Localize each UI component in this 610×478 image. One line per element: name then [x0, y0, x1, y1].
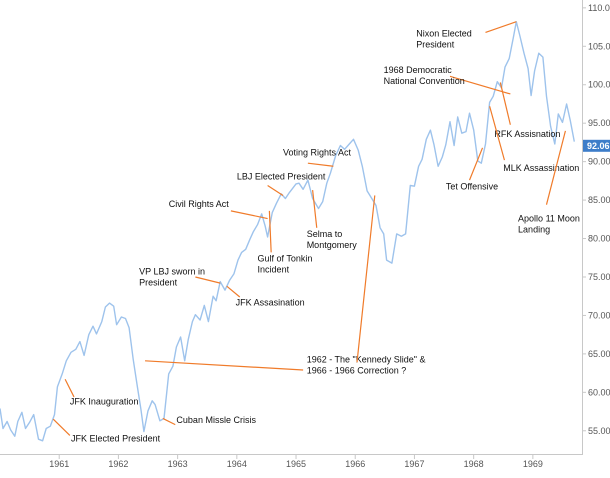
annotation-label-line2: National Convention: [384, 76, 465, 86]
annotation-label: Nixon Elected: [416, 28, 472, 38]
annotation-label: Cuban Missle Crisis: [176, 415, 256, 425]
annotation-label: Gulf of Tonkin: [258, 254, 313, 264]
annotation-label: 1968 Democratic: [384, 65, 453, 75]
annotation-label-line2: President: [139, 278, 178, 288]
annotation-leader-line: [449, 75, 511, 95]
annotation-label: RFK Assisnation: [494, 129, 560, 139]
annotation-leader-line: [468, 147, 484, 181]
annotation-leader-line: [545, 130, 567, 205]
x-tick-label: 1963: [168, 459, 188, 469]
annotation-leader-line: [356, 195, 376, 363]
annotation-leader-line: [485, 21, 517, 34]
annotation-leader-line: [52, 418, 71, 436]
last-value-badge: [583, 139, 610, 152]
annotation-label: Voting Rights Act: [283, 147, 352, 157]
x-axis-ticks: 1961 1962 1963 1964 1965 1966 1967 1968 1969: [49, 454, 543, 469]
annotation-leader-line: [267, 184, 284, 196]
annotation-leader-line: [195, 276, 221, 284]
x-tick-label: 1962: [108, 459, 128, 469]
y-tick-label: 70.00: [588, 310, 610, 320]
annotation-label: JFK Elected President: [71, 434, 161, 444]
x-tick-label: 1966: [345, 459, 365, 469]
y-tick-label: 100.00: [588, 80, 610, 90]
y-tick-label: 110.00: [588, 3, 610, 13]
annotation-leader-line: [230, 210, 268, 220]
y-axis-ticks: 55.00 60.00 65.00 70.00 75.00 80.00 85.00 90.00…: [582, 3, 610, 436]
annotation-label: 1962 - The "Kennedy Slide" &: [307, 354, 426, 364]
annotation-label-line2: Landing: [518, 225, 550, 235]
annotation-leader-line: [489, 106, 506, 161]
y-tick-label: 60.00: [588, 387, 610, 397]
x-tick-label: 1969: [523, 459, 543, 469]
annotation-label-line2: Montgomery: [307, 240, 358, 250]
annotation-leader-line: [64, 378, 75, 398]
annotation-leader-line: [162, 417, 176, 426]
annotation-label: Tet Offensive: [446, 181, 498, 191]
x-tick-label: 1967: [404, 459, 424, 469]
annotation-label: VP LBJ sworn in: [139, 267, 205, 277]
x-tick-label: 1968: [464, 459, 484, 469]
y-tick-label: 55.00: [588, 426, 610, 436]
annotation-label: LBJ Elected President: [237, 171, 326, 181]
y-tick-label: 90.00: [588, 157, 610, 167]
annotation-label-line2: 1966 - 1966 Correction ?: [307, 365, 407, 375]
annotation-leader-line: [226, 285, 241, 298]
annotation-leader-line: [307, 162, 334, 167]
series-line: [0, 21, 575, 442]
y-tick-label: 85.00: [588, 195, 610, 205]
annotation-leader-line: [268, 210, 272, 253]
annotation-leader-line: [312, 190, 318, 228]
x-tick-label: 1965: [286, 459, 306, 469]
y-tick-label: 80.00: [588, 234, 610, 244]
y-tick-label: 65.00: [588, 349, 610, 359]
y-tick-label: 75.00: [588, 272, 610, 282]
y-tick-label: 105.00: [588, 41, 610, 51]
annotation-label-line2: President: [416, 39, 455, 49]
annotation-label: JFK Inauguration: [70, 397, 139, 407]
annotation-label: Selma to: [307, 229, 343, 239]
last-value-layer: 92.06: [583, 139, 610, 152]
x-tick-label: 1961: [49, 459, 69, 469]
annotation-label: JFK Assasination: [236, 297, 305, 307]
series-layer: [0, 21, 575, 442]
annotation-label-line2: Incident: [258, 265, 290, 275]
last-value-label: 92.06: [587, 141, 610, 151]
annotation-label: MLK Assassination: [503, 163, 579, 173]
y-tick-label: 95.00: [588, 118, 610, 128]
annotation-label: Civil Rights Act: [169, 199, 230, 209]
annotation-leader-line: [145, 360, 304, 371]
x-tick-label: 1964: [227, 459, 247, 469]
annotation-leader-line: [499, 82, 511, 125]
annotation-label: Apollo 11 Moon: [518, 214, 580, 224]
